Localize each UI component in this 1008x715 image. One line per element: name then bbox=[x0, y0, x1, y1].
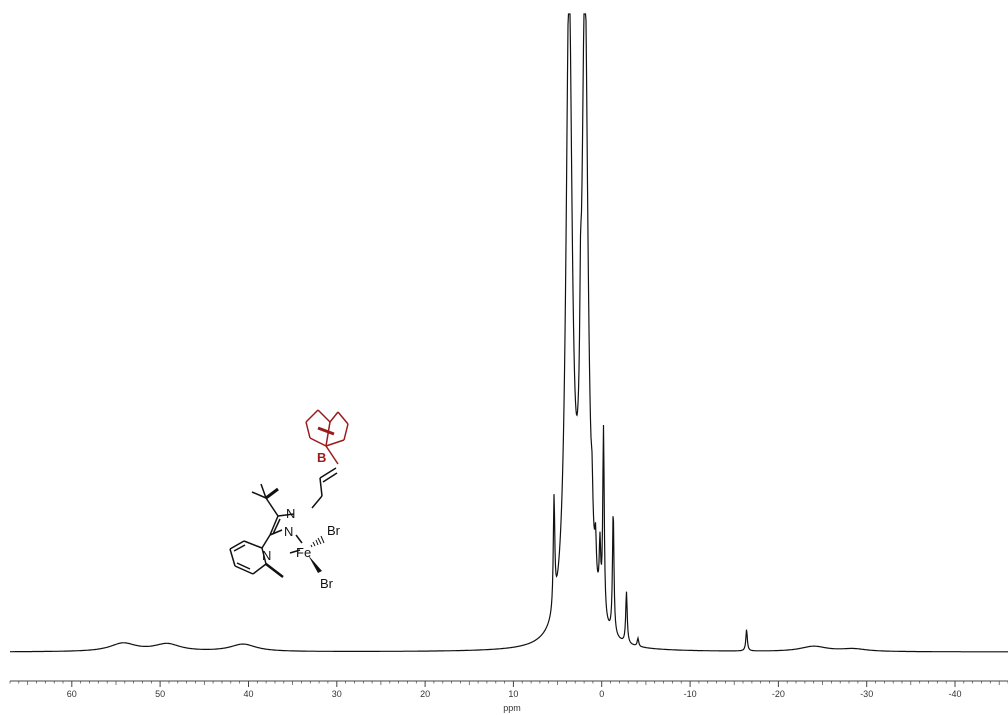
x-tick-label: -10 bbox=[684, 689, 697, 699]
x-tick-label: 50 bbox=[155, 689, 165, 699]
boron-cage bbox=[305, 409, 349, 465]
x-tick-label: -20 bbox=[772, 689, 785, 699]
peak-marker-9 bbox=[599, 591, 601, 593]
x-tick-label: 0 bbox=[599, 689, 604, 699]
spectrum-trace-layer bbox=[10, 13, 1008, 653]
peak-marker-5 bbox=[580, 561, 582, 563]
x-tick-label: 40 bbox=[243, 689, 253, 699]
x-tick-label: 30 bbox=[332, 689, 342, 699]
atom-br-top: Br bbox=[327, 523, 341, 538]
atom-fe: Fe bbox=[296, 545, 311, 560]
spectrum-trace bbox=[10, 13, 1008, 653]
x-tick-label: 60 bbox=[67, 689, 77, 699]
chemical-structure-inset: N N N Fe Br Br B bbox=[229, 409, 349, 591]
peak-marker-7 bbox=[591, 612, 593, 614]
x-tick-label: 10 bbox=[508, 689, 518, 699]
peak-marker-1 bbox=[166, 644, 168, 646]
x-tick-label: -30 bbox=[860, 689, 873, 699]
x-axis-title: ppm bbox=[503, 703, 521, 713]
x-axis: 60 50 40 30 20 10 0 -10 -20 -30 -40 bbox=[9, 680, 1008, 699]
x-tick-label: -40 bbox=[948, 689, 961, 699]
hashed-bond bbox=[310, 535, 325, 548]
structure-bonds bbox=[229, 467, 338, 578]
atom-n-pyrazole-bottom: N bbox=[284, 524, 293, 539]
atom-n-pyrazole-top: N bbox=[286, 506, 295, 521]
x-tick-label: 20 bbox=[420, 689, 430, 699]
peak-marker-8 bbox=[595, 612, 597, 614]
atom-br-bottom: Br bbox=[320, 576, 334, 591]
atom-n-pyridine: N bbox=[262, 548, 271, 563]
atom-boron: B bbox=[317, 450, 326, 465]
